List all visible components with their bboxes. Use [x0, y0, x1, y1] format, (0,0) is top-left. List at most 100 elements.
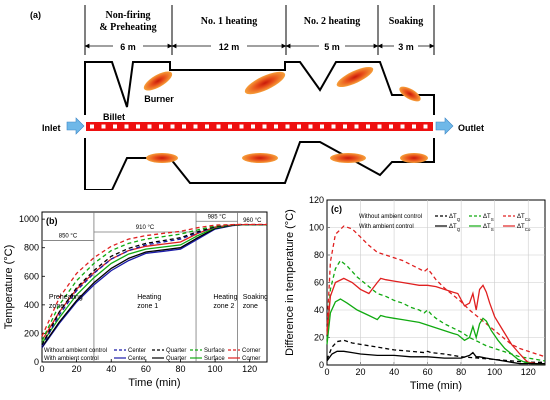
panel-tag: (b): [46, 216, 58, 226]
y-tick-label: 60: [314, 278, 324, 288]
billet-gap: [366, 124, 370, 129]
billet-gap: [297, 124, 301, 129]
zone-label-line2: zone: [49, 303, 64, 310]
legend-entry: ΔTQ: [449, 214, 461, 222]
legend-group-label: Without ambient control: [359, 214, 422, 220]
setpoint-label: 850 °C: [59, 234, 78, 240]
legend-entry: ΔTS: [483, 214, 494, 222]
section-name-3: No. 2 heating: [304, 16, 360, 27]
billet-strip: [86, 122, 433, 131]
plot-frame: [41, 211, 268, 363]
series-line: [41, 224, 267, 347]
legend-group-label: With ambient control: [44, 356, 99, 362]
burner-flame: [330, 153, 366, 163]
billet-gap: [274, 124, 278, 129]
burner-flame: [146, 153, 178, 163]
x-tick-label: 120: [242, 364, 257, 374]
billet-gap: [331, 124, 336, 129]
section-length-1: 6 m: [120, 42, 136, 52]
burner-flame: [242, 153, 278, 163]
burner-flame: [399, 86, 421, 102]
billet-gap: [412, 124, 416, 129]
zone-label: Heating: [213, 294, 237, 301]
legend-entry: ΔTCo: [517, 224, 531, 232]
x-axis-title: Time (min): [128, 377, 180, 389]
x-tick-label: 100: [487, 367, 502, 377]
billet-gap: [320, 124, 324, 129]
billet-gap: [343, 124, 347, 129]
billet-gap: [308, 124, 313, 129]
billet-gap: [423, 124, 428, 129]
x-axis-title: Time (min): [410, 380, 462, 392]
x-tick-label: 40: [106, 364, 116, 374]
billet-gap: [147, 124, 152, 129]
legend-entry: Corner: [242, 356, 260, 362]
billet-gap: [193, 124, 198, 129]
billet-gap: [90, 124, 94, 129]
billet-gap: [354, 124, 359, 129]
section-name-4: Soaking: [389, 16, 423, 27]
series-line: [41, 224, 267, 349]
y-tick-label: 20: [314, 333, 324, 343]
series-line: [326, 259, 546, 362]
y-tick-label: 600: [24, 271, 39, 281]
section-name-1: Non-firing: [106, 10, 151, 21]
billet-gap: [205, 124, 209, 129]
billet-gap: [113, 124, 117, 129]
billet-gap: [377, 124, 382, 129]
y-axis-title: Difference in temperature (°C): [284, 209, 296, 356]
legend-entry: Surface: [204, 348, 225, 354]
zone-label: Soaking: [243, 294, 268, 301]
y-tick-label: 800: [24, 243, 39, 253]
series-line: [41, 224, 267, 348]
x-tick-label: 20: [72, 364, 82, 374]
billet-gap: [285, 124, 290, 129]
inlet-arrow: [66, 117, 85, 135]
furnace-schematic: (a) Non-firing & Preheating No. 1 heatin…: [30, 5, 484, 190]
x-tick-label: 0: [324, 367, 329, 377]
billet-gap: [389, 124, 393, 129]
burner-label: Burner: [144, 94, 174, 104]
legend-entry: Center: [128, 348, 146, 354]
outlet-label: Outlet: [458, 123, 484, 133]
y-tick-label: 80: [314, 250, 324, 260]
y-axis-title: Temperature (°C): [3, 245, 15, 329]
x-tick-label: 40: [389, 367, 399, 377]
y-tick-label: 0: [34, 357, 39, 367]
y-tick-label: 400: [24, 300, 39, 310]
x-tick-label: 60: [423, 367, 433, 377]
section-name-2: No. 1 heating: [201, 16, 257, 27]
panel-a-tag: (a): [30, 10, 41, 20]
legend-entry: Quarter: [166, 348, 186, 354]
legend-entry: ΔTQ: [449, 224, 461, 232]
burner-flame: [400, 153, 428, 163]
billet-gap: [262, 124, 267, 129]
billet-gap: [136, 124, 140, 129]
billet-gap: [251, 124, 255, 129]
billet-gap: [239, 124, 244, 129]
billet-gap: [182, 124, 186, 129]
setpoint-label: 910 °C: [136, 225, 155, 231]
x-tick-label: 80: [456, 367, 466, 377]
furnace-top-wall: [84, 61, 435, 115]
section-length-3: 5 m: [324, 42, 340, 52]
y-tick-label: 40: [314, 305, 324, 315]
billet-gap: [216, 124, 221, 129]
x-tick-label: 80: [175, 364, 185, 374]
legend-entry: Corner: [242, 348, 260, 354]
series-line: [326, 277, 545, 365]
burner-flame: [336, 66, 374, 88]
billet-gap: [159, 124, 163, 129]
legend-entry: Quarter: [166, 356, 186, 362]
x-tick-label: 20: [356, 367, 366, 377]
setpoint-label: 960 °C: [243, 218, 262, 224]
series-line: [41, 224, 267, 344]
x-tick-label: 0: [39, 364, 44, 374]
setpoint-label: 985 °C: [208, 214, 227, 220]
legend-entry: Center: [128, 356, 146, 362]
section-name-1b: & Preheating: [99, 22, 156, 33]
inlet-label: Inlet: [42, 123, 61, 133]
billet-gap: [101, 124, 106, 129]
series-line: [41, 224, 267, 346]
